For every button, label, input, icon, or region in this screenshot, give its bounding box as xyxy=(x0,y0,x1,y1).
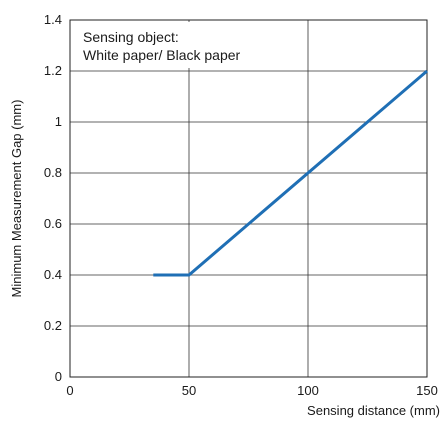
series-group xyxy=(153,69,428,277)
annotation-line-2: White paper/ Black paper xyxy=(83,47,241,63)
x-tick-label: 0 xyxy=(66,383,73,398)
y-tick-label: 0.4 xyxy=(44,267,62,282)
y-tick-label: 0 xyxy=(55,369,62,384)
y-axis-label: Minimum Measurement Gap (mm) xyxy=(9,100,24,298)
x-axis-label: Sensing distance (mm) xyxy=(307,403,440,418)
y-tick-label: 0.6 xyxy=(44,216,62,231)
grid xyxy=(69,19,428,378)
y-tick-label: 1.4 xyxy=(44,12,62,27)
x-tick-labels: 0 50 100 150 xyxy=(66,383,437,398)
y-tick-label: 1.2 xyxy=(44,63,62,78)
y-tick-label: 1 xyxy=(55,114,62,129)
annotation-line-1: Sensing object: xyxy=(83,29,179,45)
series-line xyxy=(153,69,428,277)
y-tick-label: 0.2 xyxy=(44,318,62,333)
x-tick-label: 150 xyxy=(416,383,438,398)
x-tick-label: 50 xyxy=(182,383,196,398)
plot-frame xyxy=(69,19,428,378)
y-tick-label: 0.8 xyxy=(44,165,62,180)
annotation-box xyxy=(72,22,286,68)
y-tick-labels: 0 0.2 0.4 0.6 0.8 1 1.2 1.4 xyxy=(44,12,62,384)
x-tick-label: 100 xyxy=(297,383,319,398)
